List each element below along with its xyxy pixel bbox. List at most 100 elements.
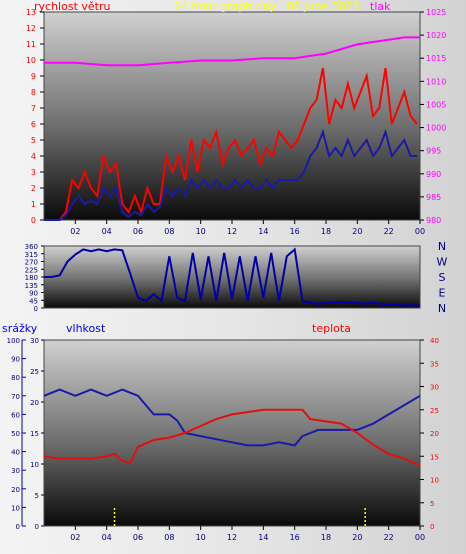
chart-title: 24 hour graph day : 02 June 2023 [174,0,360,13]
plot-area-humidity [43,339,421,527]
humidity-tick-label: 20 [30,399,39,407]
compass-label: S [439,271,446,284]
compass-label: W [437,256,448,269]
y-left-tick-label: 4 [31,152,36,161]
series-pressure [44,36,420,67]
humidity-temperature-chart: 0102030405060708090100051015202530051015… [7,337,439,542]
x-tick-label: 14 [258,227,268,236]
rain-tick-label: 100 [7,337,20,345]
y-tick-label: 135 [25,282,38,290]
y-left-tick-label: 3 [31,168,36,177]
x-tick-label: 20 [352,533,362,542]
humidity-tick-label: 25 [30,368,39,376]
x-tick-label: 16 [290,227,300,236]
temperature-tick-label: 0 [430,523,434,531]
x-tick-label: 06 [133,227,143,236]
y-right-tick-label: 990 [426,170,441,179]
x-tick-label: 18 [321,533,331,542]
series-wind-average [44,128,417,221]
y-left-tick-label: 10 [26,56,36,65]
x-tick-label: 14 [258,533,268,542]
y-left-tick-label: 0 [31,216,36,225]
temperature-label: teplota [312,322,351,335]
series-humidity [43,388,421,447]
y-left-tick-label: 11 [26,40,36,49]
x-tick-label: 12 [227,227,237,236]
rain-label: srážky [2,322,38,335]
y-right-tick-label: 980 [426,216,441,225]
y-left-tick-label: 8 [31,88,36,97]
x-tick-label: 22 [384,533,394,542]
x-tick-label: 18 [321,227,331,236]
series-wind-direction [44,247,420,307]
temperature-tick-label: 35 [430,360,439,368]
rain-tick-label: 40 [11,449,20,457]
y-right-tick-label: 1020 [426,31,446,40]
temperature-tick-label: 5 [430,500,434,508]
y-right-tick-label: 1025 [426,8,446,17]
rain-tick-label: 90 [11,356,20,364]
y-tick-label: 90 [29,290,38,298]
x-tick-label: 08 [164,533,174,542]
series-wind-gust [44,67,418,221]
x-tick-label: 16 [290,533,300,542]
series-temperature [43,408,421,467]
y-right-tick-label: 1015 [426,54,446,63]
y-left-tick-label: 7 [31,104,36,113]
y-left-tick-label: 13 [26,8,36,17]
wind-speed-label: rychlost větru [34,0,110,13]
y-tick-label: 0 [34,305,38,313]
humidity-label: vlhkost [66,322,106,335]
rain-tick-label: 10 [11,504,20,512]
rain-tick-label: 30 [11,467,20,475]
humidity-tick-label: 5 [35,492,39,500]
x-tick-label: 06 [133,533,143,542]
humidity-tick-label: 10 [30,461,39,469]
temperature-tick-label: 20 [430,430,439,438]
rain-tick-label: 0 [16,523,20,531]
humidity-tick-label: 15 [30,430,39,438]
y-left-tick-label: 6 [31,120,36,129]
pressure-label: tlak [370,0,391,13]
y-tick-label: 315 [25,251,38,259]
x-tick-label: 20 [352,227,362,236]
temperature-tick-label: 40 [430,337,439,345]
temperature-tick-label: 15 [430,453,439,461]
y-right-tick-label: 1005 [426,100,446,109]
y-tick-label: 180 [25,274,38,282]
rain-tick-label: 80 [11,374,20,382]
rain-tick-label: 50 [11,430,20,438]
y-left-tick-label: 1 [31,200,36,209]
y-left-tick-label: 5 [31,136,36,145]
y-left-tick-label: 9 [31,72,36,81]
x-tick-label: 02 [70,227,80,236]
y-tick-label: 360 [25,243,38,251]
y-right-tick-label: 985 [426,193,441,202]
rain-tick-label: 20 [11,486,20,494]
temperature-tick-label: 10 [430,477,439,485]
compass-label: N [438,302,446,315]
x-tick-label: 04 [102,227,112,236]
rain-tick-label: 70 [11,393,20,401]
x-tick-label: 02 [70,533,80,542]
compass-label: E [439,287,446,300]
y-right-tick-label: 1010 [426,77,446,86]
temperature-tick-label: 30 [430,384,439,392]
y-right-tick-label: 995 [426,147,441,156]
wind-chart: 0123456789101112139809859909951000100510… [26,8,447,236]
humidity-tick-label: 0 [35,523,39,531]
x-tick-label: 00 [415,227,425,236]
x-tick-label: 12 [227,533,237,542]
y-tick-label: 225 [25,266,38,274]
y-right-tick-label: 1000 [426,124,446,133]
x-tick-label: 22 [384,227,394,236]
compass-label: N [438,240,446,253]
x-tick-label: 08 [164,227,174,236]
y-tick-label: 45 [29,297,38,305]
x-tick-label: 10 [196,227,206,236]
temperature-tick-label: 25 [430,407,439,415]
y-left-tick-label: 12 [26,24,36,33]
x-tick-label: 04 [102,533,112,542]
